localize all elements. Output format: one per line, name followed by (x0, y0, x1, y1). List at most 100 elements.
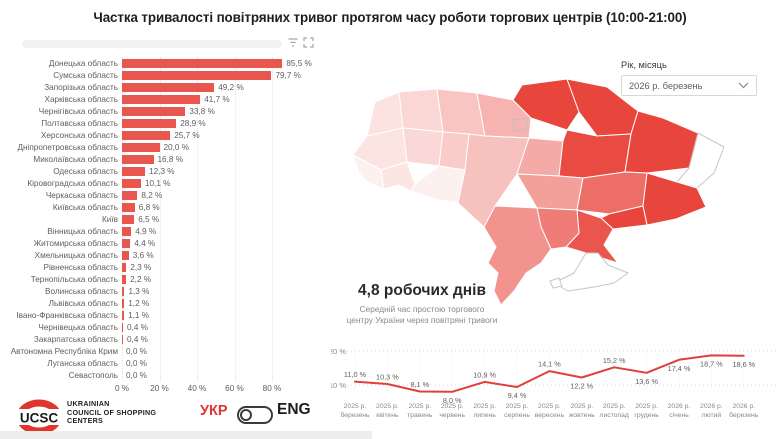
bar-zaporizhzhia[interactable] (122, 82, 215, 92)
trend-y-tick: 20 % (331, 347, 346, 356)
bar-track: 0,4 % (122, 321, 320, 333)
value-label: 1,3 % (128, 286, 150, 296)
ucsc-logo-abbr: UCSC (20, 411, 59, 426)
bar-donetsk[interactable] (122, 58, 283, 68)
bar-track: 1,3 % (122, 285, 320, 297)
x-axis-tick: 40 % (187, 384, 207, 393)
value-label: 4,4 % (134, 238, 156, 248)
bar-track: 25,7 % (122, 129, 320, 141)
lang-ukr-label[interactable]: УКР (200, 403, 228, 419)
bar-row-donetsk: Донецька область 85,5 % (20, 57, 320, 69)
bar-khmelnytskyi[interactable] (122, 250, 129, 260)
category-label: Житомирська область (33, 238, 118, 248)
bar-track: 33,8 % (122, 105, 320, 117)
value-label: 41,7 % (204, 94, 230, 104)
map-region-kyiv[interactable] (512, 117, 529, 132)
category-label: Кіровоградська область (27, 178, 118, 188)
bar-dnipro[interactable] (122, 142, 160, 152)
map-region-sevastopol[interactable] (549, 277, 563, 289)
map-region-zakarpattia[interactable] (352, 154, 385, 190)
bar-row-vinnytsia: Вінницька область 4,9 % (20, 225, 320, 237)
bar-kyiv[interactable] (122, 214, 135, 224)
value-label: 10,1 % (144, 178, 171, 188)
bottom-edge-strip (0, 431, 372, 439)
bar-poltava[interactable] (122, 118, 177, 128)
kpi-subtitle-line2: центру України через повітряні тривоги (346, 315, 498, 325)
category-label: Київ (102, 214, 118, 224)
bar-ternopil[interactable] (122, 274, 127, 284)
bar-gridline (272, 57, 273, 381)
bar-track: 0,0 % (122, 357, 320, 369)
value-label: 28,9 % (180, 118, 206, 128)
bar-gridline (234, 57, 236, 381)
category-label: Сумська область (53, 70, 118, 80)
map-region-poltava[interactable] (558, 129, 632, 179)
category-label: Луганська область (47, 358, 118, 368)
lang-eng-label[interactable]: ENG (277, 401, 311, 418)
bar-rivne[interactable] (122, 262, 127, 272)
bar-mykolaiv[interactable] (122, 154, 154, 164)
bar-volyn[interactable] (122, 286, 125, 296)
bar-row-mykolaiv: Миколаївська область 16,8 % (20, 153, 320, 165)
bar-kherson[interactable] (122, 130, 171, 140)
map-region-odesa[interactable] (483, 205, 552, 306)
bar-odesa[interactable] (122, 166, 146, 176)
bar-ivanofrankivsk[interactable] (122, 310, 125, 320)
trend-data-label: 9,4 % (508, 391, 527, 400)
bar-chernihiv[interactable] (122, 106, 186, 116)
map-region-kharkiv[interactable] (624, 110, 699, 174)
month-tick: 2025 р. травень (407, 403, 433, 419)
bar-lviv[interactable] (122, 298, 125, 308)
bar-row-kyiv: Київ 6,5 % (20, 213, 320, 225)
month-dropdown[interactable]: 2026 р. березень (621, 75, 757, 96)
bar-kyivobl[interactable] (122, 202, 135, 212)
category-label: Волинська область (45, 286, 118, 296)
month-tick: 2025 р. вересень (535, 403, 565, 419)
map-region-kirovohrad[interactable] (516, 173, 584, 211)
map-region-chernivtsi[interactable] (410, 165, 466, 204)
category-label: Одеська область (53, 166, 118, 176)
map-region-sumy[interactable] (566, 78, 639, 137)
x-axis-tick: 60 % (225, 384, 244, 393)
bar-track: 3,6 % (122, 249, 320, 261)
trend-data-label: 8,0 % (443, 396, 462, 405)
bar-row-ivanofrankivsk: Івано-Франківська область 1,1 % (16, 309, 320, 321)
map-region-zaporizhzhia[interactable] (600, 205, 648, 230)
category-label: Херсонська область (40, 130, 118, 140)
bar-vinnytsia[interactable] (122, 226, 132, 236)
bar-row-ternopil: Тернопільська область 2,2 % (20, 273, 320, 285)
bar-zhytomyr[interactable] (122, 238, 131, 248)
bar-row-zhytomyr: Житомирська область 4,4 % (20, 237, 320, 249)
bar-track: 41,7 % (122, 93, 320, 105)
language-toggle-switch[interactable] (237, 406, 273, 424)
value-label: 6,8 % (138, 202, 160, 212)
map-region-crimea[interactable] (553, 252, 629, 292)
bar-row-chernivtsi: Чернівецька область 0,4 % (20, 321, 320, 333)
map-region-ternopil[interactable] (402, 127, 444, 167)
bar-cherkasy[interactable] (122, 190, 138, 200)
bar-sumy[interactable] (122, 70, 272, 80)
ukraine-choropleth-map (352, 78, 725, 306)
alarm-share-bar-chart: Донецька область 85,5 % Сумська область 79,… (11, 57, 320, 401)
trend-data-label: 13,6 % (635, 377, 658, 386)
month-tick: 2026 р. лютий (700, 403, 723, 419)
filter-icon[interactable] (287, 37, 299, 48)
bar-kirovohrad[interactable] (122, 178, 141, 188)
focus-mode-icon[interactable] (303, 37, 314, 48)
category-label: Харківська область (44, 94, 119, 104)
bar-row-zakarpattia: Закарпатська область 0,4 % (20, 333, 320, 345)
bar-row-poltava: Полтавська область 28,9 % (20, 117, 320, 129)
value-label: 85,5 % (286, 58, 312, 68)
bar-chernivtsi[interactable] (122, 322, 123, 332)
map-region-khmelnytskyi[interactable] (438, 131, 470, 171)
bar-row-rivne: Рівненська область 2,3 % (20, 261, 320, 273)
category-label: Івано-Франківська область (16, 310, 118, 320)
bar-zakarpattia[interactable] (122, 334, 123, 344)
kpi-headline: 4,8 робочих днів (358, 282, 486, 299)
trend-data-label: 12,2 % (570, 382, 593, 391)
value-label: 12,3 % (149, 166, 175, 176)
value-label: 79,7 % (275, 70, 301, 80)
map-region-rivne[interactable] (398, 88, 444, 133)
bar-kharkiv[interactable] (122, 94, 201, 104)
kpi-note: 4,8 робочих днів Середній час простою то… (338, 282, 506, 326)
